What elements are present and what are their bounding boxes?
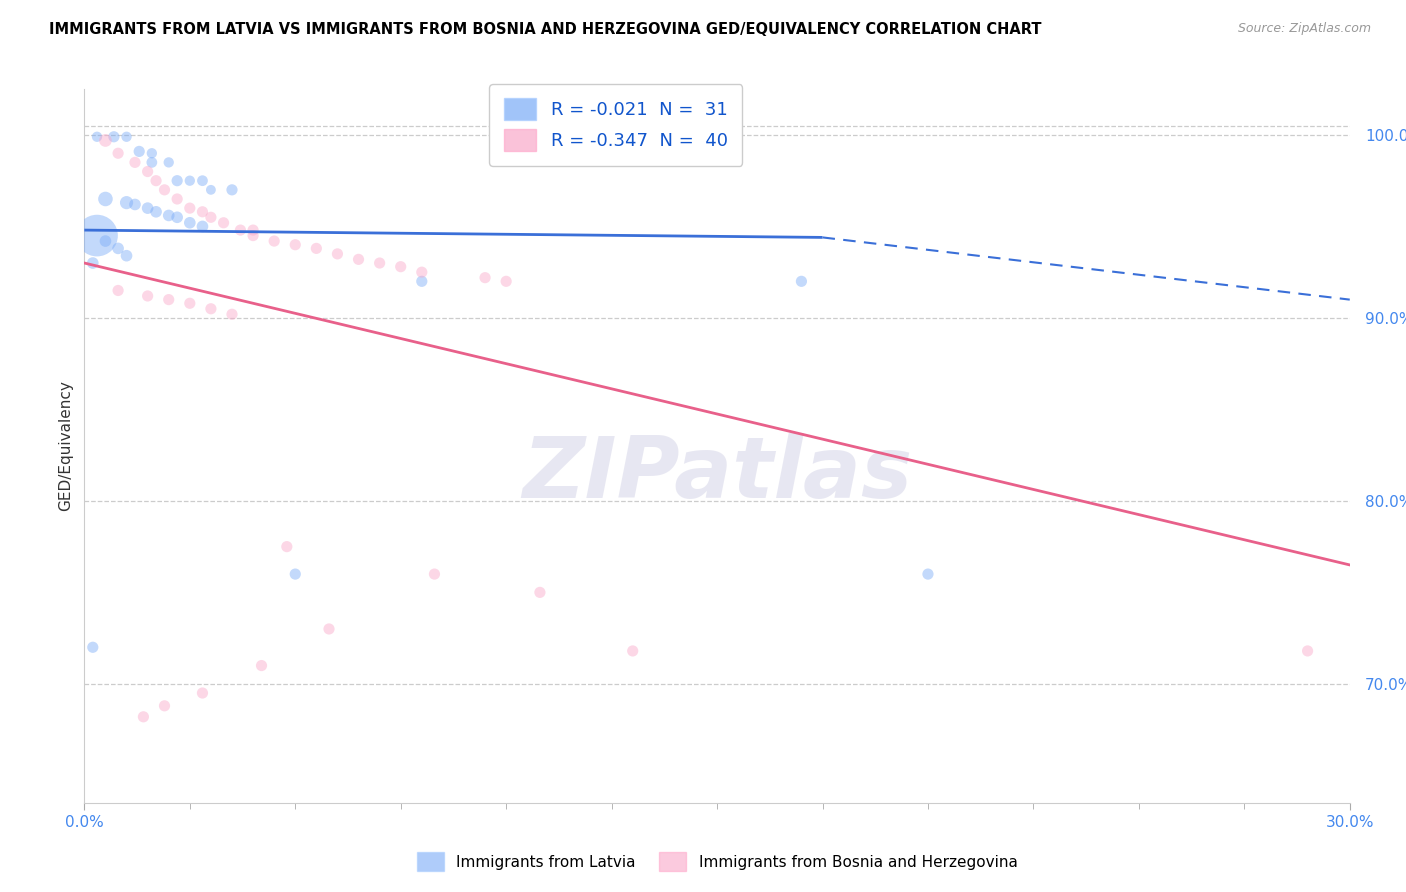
Point xyxy=(284,567,307,582)
Point xyxy=(212,216,235,230)
Point xyxy=(221,307,243,321)
Point xyxy=(318,622,340,636)
Point xyxy=(474,270,496,285)
Point xyxy=(124,155,146,169)
Point xyxy=(529,585,551,599)
Point xyxy=(200,301,222,316)
Point xyxy=(124,197,146,211)
Point xyxy=(82,640,104,655)
Point xyxy=(263,234,285,248)
Point xyxy=(191,686,214,700)
Point xyxy=(153,698,176,713)
Legend: Immigrants from Latvia, Immigrants from Bosnia and Herzegovina: Immigrants from Latvia, Immigrants from … xyxy=(411,847,1024,877)
Point xyxy=(157,293,180,307)
Point xyxy=(242,223,264,237)
Point xyxy=(179,174,201,188)
Point xyxy=(179,201,201,215)
Point xyxy=(191,219,214,234)
Point xyxy=(136,164,159,178)
Point xyxy=(250,658,273,673)
Point xyxy=(145,204,167,219)
Point xyxy=(284,237,307,252)
Point xyxy=(94,133,117,147)
Point xyxy=(276,540,298,554)
Point xyxy=(347,252,370,267)
Point xyxy=(191,204,214,219)
Point xyxy=(141,146,163,161)
Point xyxy=(200,211,222,225)
Point xyxy=(145,174,167,188)
Point xyxy=(1296,644,1319,658)
Point xyxy=(790,274,813,288)
Point xyxy=(166,192,188,206)
Point xyxy=(86,129,108,144)
Point xyxy=(389,260,412,274)
Text: Source: ZipAtlas.com: Source: ZipAtlas.com xyxy=(1237,22,1371,36)
Point xyxy=(179,296,201,310)
Point xyxy=(115,129,138,144)
Point xyxy=(179,216,201,230)
Point xyxy=(229,223,252,237)
Point xyxy=(242,228,264,243)
Point xyxy=(368,256,391,270)
Point xyxy=(305,241,328,255)
Point xyxy=(153,183,176,197)
Point xyxy=(495,274,517,288)
Point xyxy=(141,155,163,169)
Point xyxy=(411,265,433,279)
Point xyxy=(221,183,243,197)
Point xyxy=(132,710,155,724)
Point xyxy=(107,241,129,255)
Y-axis label: GED/Equivalency: GED/Equivalency xyxy=(58,381,73,511)
Point xyxy=(115,249,138,263)
Point xyxy=(136,289,159,303)
Point xyxy=(191,174,214,188)
Point xyxy=(166,211,188,225)
Point xyxy=(621,644,644,658)
Point xyxy=(411,274,433,288)
Point xyxy=(200,183,222,197)
Point xyxy=(82,256,104,270)
Point xyxy=(166,174,188,188)
Point xyxy=(128,145,150,159)
Point xyxy=(157,155,180,169)
Point xyxy=(917,567,939,582)
Point xyxy=(423,567,446,582)
Text: ZIPatlas: ZIPatlas xyxy=(522,433,912,516)
Point xyxy=(136,201,159,215)
Point xyxy=(103,129,125,144)
Point xyxy=(157,209,180,223)
Point xyxy=(107,284,129,298)
Point xyxy=(115,195,138,210)
Point xyxy=(107,146,129,161)
Point xyxy=(86,228,108,243)
Point xyxy=(94,234,117,248)
Text: IMMIGRANTS FROM LATVIA VS IMMIGRANTS FROM BOSNIA AND HERZEGOVINA GED/EQUIVALENCY: IMMIGRANTS FROM LATVIA VS IMMIGRANTS FRO… xyxy=(49,22,1042,37)
Point xyxy=(326,247,349,261)
Point xyxy=(94,192,117,206)
